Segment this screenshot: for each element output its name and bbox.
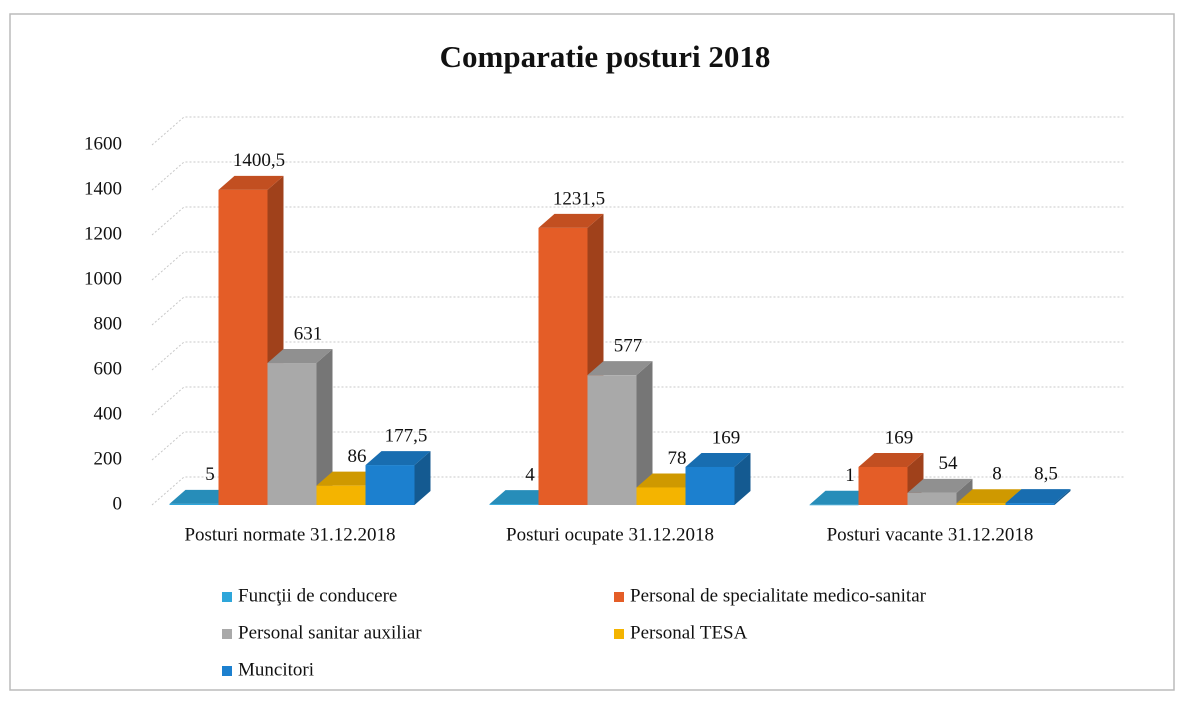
bar — [169, 503, 219, 505]
data-label: 78 — [668, 448, 687, 469]
bar — [1005, 503, 1055, 505]
bar-top — [316, 471, 382, 486]
chart-title: Comparatie posturi 2018 — [440, 39, 771, 74]
y-tick-label: 1600 — [84, 133, 122, 154]
legend-label: Personal sanitar auxiliar — [238, 622, 422, 643]
bar-top — [858, 452, 924, 467]
legend-label: Personal TESA — [630, 622, 748, 643]
y-tick-label: 1200 — [84, 223, 122, 244]
y-tick-label: 200 — [94, 448, 123, 469]
bar-side — [316, 349, 333, 505]
data-label: 631 — [294, 323, 323, 344]
bar — [858, 466, 908, 505]
bar-top — [538, 213, 604, 228]
legend-swatch — [614, 592, 624, 602]
bar-side — [414, 451, 431, 505]
bar-top — [365, 451, 431, 466]
x-tick-label: Posturi ocupate 31.12.2018 — [506, 524, 714, 545]
grid-line — [151, 161, 1125, 191]
bar-side — [636, 361, 653, 505]
y-tick-label: 600 — [94, 358, 123, 379]
bar-side — [734, 452, 751, 505]
bar-side — [956, 478, 973, 505]
bar — [587, 375, 637, 505]
bar-top — [587, 361, 653, 376]
data-label: 1 — [845, 465, 855, 486]
bar-top — [907, 478, 973, 493]
bar — [636, 487, 686, 505]
grid-line — [151, 206, 1125, 236]
bar-top — [267, 349, 333, 364]
bar-side — [1054, 489, 1071, 505]
bar-top — [636, 473, 702, 488]
data-label: 169 — [885, 427, 914, 448]
bar — [538, 227, 588, 505]
bar — [365, 465, 415, 505]
legend-swatch — [222, 592, 232, 602]
bar-top — [1005, 489, 1071, 504]
legend-swatch — [614, 629, 624, 639]
grid-line — [151, 431, 1125, 461]
bar — [809, 504, 859, 506]
grid-line — [151, 296, 1125, 326]
legend-label: Muncitori — [238, 659, 314, 680]
data-label: 169 — [712, 427, 741, 448]
grid-line — [151, 251, 1125, 281]
bar-top — [685, 452, 751, 467]
y-tick-label: 800 — [94, 313, 123, 334]
legend-swatch — [222, 629, 232, 639]
bar — [267, 363, 317, 505]
bar — [316, 485, 366, 505]
bar-top — [218, 175, 284, 190]
data-label: 54 — [939, 453, 959, 474]
grid-line — [151, 386, 1125, 416]
bar — [907, 492, 957, 505]
data-label: 86 — [348, 446, 367, 467]
data-label: 4 — [525, 464, 535, 485]
data-label: 5 — [205, 464, 215, 485]
legend-label: Personal de specialitate medico-sanitar — [630, 585, 927, 606]
legend-label: Funcţii de conducere — [238, 585, 397, 606]
y-tick-label: 400 — [94, 403, 123, 424]
y-tick-label: 1000 — [84, 268, 122, 289]
data-label: 1400,5 — [233, 150, 285, 171]
bar-top — [956, 489, 1022, 504]
data-label: 8 — [992, 464, 1002, 485]
bar — [685, 466, 735, 505]
data-label: 577 — [614, 336, 643, 357]
grid-line — [151, 341, 1125, 371]
data-label: 1231,5 — [553, 188, 605, 209]
bar-top — [489, 490, 555, 505]
y-tick-label: 1400 — [84, 178, 122, 199]
x-tick-label: Posturi vacante 31.12.2018 — [827, 524, 1034, 545]
bar-top — [169, 489, 235, 504]
bar — [218, 189, 268, 505]
bar — [956, 503, 1006, 505]
x-tick-label: Posturi normate 31.12.2018 — [184, 524, 395, 545]
y-tick-label: 0 — [113, 493, 123, 514]
data-label: 8,5 — [1034, 463, 1058, 484]
bar — [489, 504, 539, 505]
grid-line — [151, 476, 1125, 506]
legend-swatch — [222, 666, 232, 676]
grid-line — [151, 116, 1125, 146]
bar-top — [809, 490, 875, 505]
data-label: 177,5 — [385, 425, 428, 446]
